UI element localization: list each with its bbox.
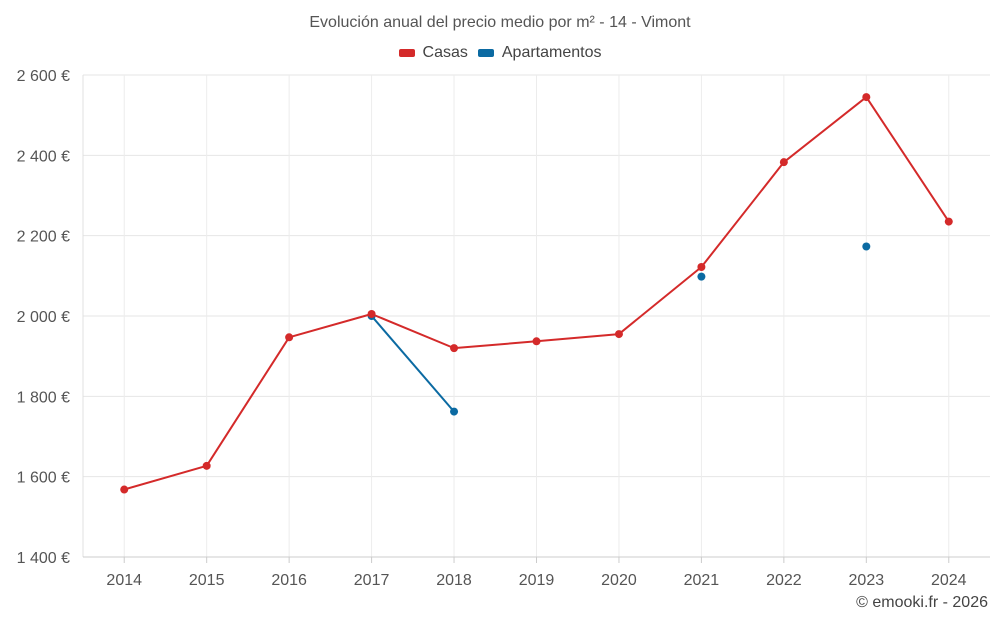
x-tick-label: 2020	[601, 572, 637, 589]
legend-label-casas: Casas	[422, 44, 468, 61]
series-line-apartamentos	[370, 315, 455, 413]
data-point-casas[interactable]	[367, 309, 376, 318]
data-point-casas[interactable]	[285, 333, 294, 342]
data-point-casas[interactable]	[202, 461, 211, 470]
series-casas	[120, 93, 953, 494]
x-tick-label: 2019	[519, 572, 555, 589]
data-point-casas[interactable]	[532, 337, 541, 346]
x-tick-label: 2023	[849, 572, 885, 589]
legend-swatch-casas	[398, 49, 415, 57]
x-tick-label: 2016	[271, 572, 307, 589]
legend-item-apartamentos[interactable]: Apartamentos	[477, 44, 602, 62]
x-tick-label: 2024	[931, 572, 967, 589]
x-tick-label: 2022	[766, 572, 802, 589]
data-point-casas[interactable]	[614, 330, 623, 339]
y-tick-label: 1 600 €	[17, 470, 70, 487]
axes: 1 400 € 1 600 € 1 800 € 2 000 € 2 200 € 2 400…	[17, 68, 990, 589]
data-point-apartamentos[interactable]	[450, 407, 459, 416]
legend: Casas Apartamentos	[0, 44, 1000, 62]
legend-swatch-apartamentos	[477, 49, 494, 57]
x-tick-label: 2018	[436, 572, 472, 589]
chart-title: Evolución anual del precio medio por m² …	[309, 14, 691, 31]
data-point-casas[interactable]	[120, 485, 129, 494]
data-point-apartamentos[interactable]	[697, 272, 706, 281]
y-tick-label: 2 200 €	[17, 229, 70, 246]
credit-text: © emooki.fr - 2026	[856, 594, 988, 611]
legend-label-apartamentos: Apartamentos	[501, 44, 602, 61]
legend-item-casas[interactable]: Casas	[398, 44, 468, 62]
data-point-casas[interactable]	[944, 217, 953, 226]
data-point-casas[interactable]	[450, 344, 459, 353]
x-tick-label: 2021	[684, 572, 720, 589]
data-point-apartamentos[interactable]	[862, 242, 871, 251]
y-tick-label: 1 400 €	[17, 550, 70, 567]
x-tick-label: 2014	[106, 572, 142, 589]
y-tick-label: 2 000 €	[17, 309, 70, 326]
grid	[83, 74, 990, 558]
x-tick-label: 2017	[354, 572, 390, 589]
data-point-casas[interactable]	[779, 158, 788, 167]
y-tick-label: 1 800 €	[17, 389, 70, 406]
y-tick-label: 2 600 €	[17, 68, 70, 85]
data-point-casas[interactable]	[862, 93, 871, 102]
series-layer	[120, 93, 953, 494]
x-tick-label: 2015	[189, 572, 225, 589]
y-tick-label: 2 400 €	[17, 148, 70, 165]
data-point-casas[interactable]	[697, 262, 706, 271]
